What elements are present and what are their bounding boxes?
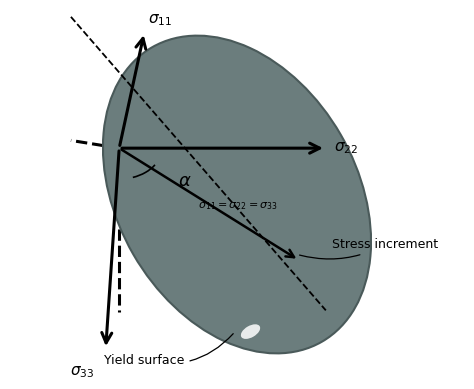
Ellipse shape xyxy=(241,324,260,339)
Text: Yield surface: Yield surface xyxy=(104,334,233,367)
Ellipse shape xyxy=(103,36,371,353)
Text: $\sigma_{22}$: $\sigma_{22}$ xyxy=(334,140,358,156)
Text: $\alpha$: $\alpha$ xyxy=(178,172,191,190)
Text: Stress increment: Stress increment xyxy=(300,238,438,259)
Text: $\sigma_{11}$: $\sigma_{11}$ xyxy=(148,13,173,28)
Text: $\sigma_{11}=\sigma_{22}=\sigma_{33}$: $\sigma_{11}=\sigma_{22}=\sigma_{33}$ xyxy=(199,200,278,212)
Text: $\sigma_{33}$: $\sigma_{33}$ xyxy=(70,364,94,380)
